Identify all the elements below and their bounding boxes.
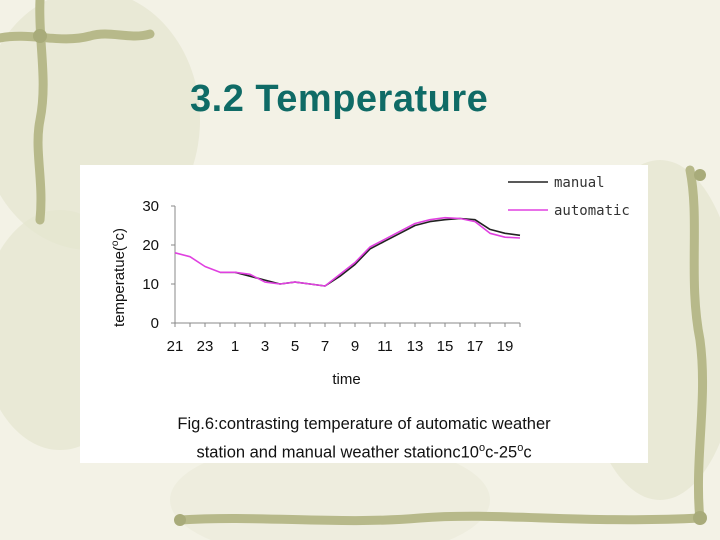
caption-line-2-prefix: station and manual weather stationc10 [196,443,479,462]
caption-degree-2: o [517,442,524,454]
x-tick-label-2: 1 [231,338,239,355]
x-tick-label-0: 21 [167,338,184,355]
legend-label-automatic: automatic [554,203,630,219]
x-tick-label-5: 7 [321,338,329,355]
x-tick-label-11: 19 [497,338,514,355]
figure-caption: Fig.6:contrasting temperature of automat… [80,412,648,465]
x-tick-label-9: 15 [437,338,454,355]
caption-degree-1: o [478,442,486,454]
legend-label-manual: manual [554,175,605,191]
y-tick-label-3: 30 [142,198,159,215]
x-axis-label: time [332,371,360,388]
x-tick-label-3: 3 [261,338,269,355]
x-tick-label-8: 13 [407,338,424,355]
caption-line-1: Fig.6:contrasting temperature of automat… [177,415,551,433]
caption-line-2-mid: c-25 [485,443,518,462]
caption-line-2: station and manual weather stationc10oc-… [80,436,648,465]
y-tick-label-2: 20 [142,237,159,254]
x-tick-label-4: 5 [291,338,299,355]
series-line-automatic [174,216,521,287]
y-tick-label-1: 10 [142,276,159,293]
slide-title: 3.2 Temperature [190,78,489,120]
caption-line-2-suffix: c [523,443,532,462]
x-tick-label-7: 11 [377,338,393,355]
x-tick-label-10: 17 [467,338,484,355]
x-tick-label-1: 23 [197,338,214,355]
series-line-manual [220,217,521,287]
x-tick-label-6: 9 [351,338,359,355]
y-axis-label: temperatue(oc) [110,228,128,327]
figure-panel: 0 10 20 30 21 23 1 3 5 7 9 11 13 15 17 19 time temperatue… [80,165,648,463]
y-tick-label-0: 0 [151,315,159,332]
